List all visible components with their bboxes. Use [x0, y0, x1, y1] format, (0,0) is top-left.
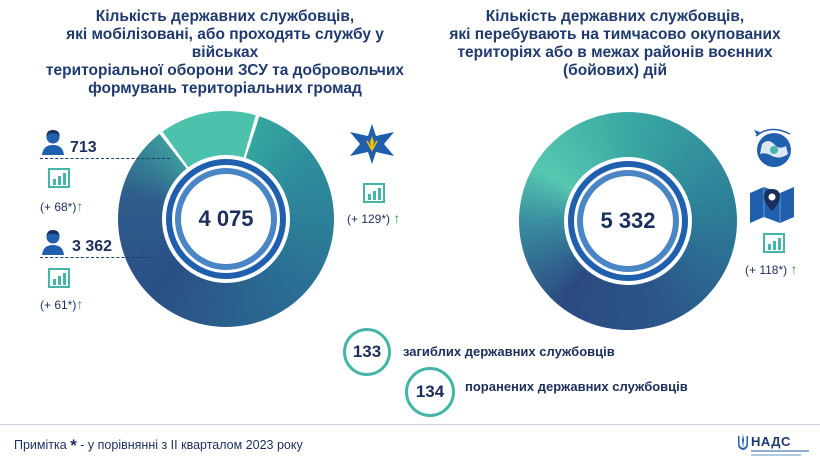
male-delta: (+ 61*)↑ [40, 296, 84, 312]
increase-arrow-icon: ↑ [790, 261, 798, 277]
footnote: Примітка * - у порівнянні з II кварталом… [14, 436, 303, 455]
left-title: Кількість державних службовців, які мобі… [45, 8, 405, 97]
occupied-donut: 5 332 [519, 112, 737, 330]
female-delta: (+ 68*)↑ [40, 198, 84, 214]
female-count: 713 [70, 139, 97, 156]
female-person-icon [40, 128, 66, 156]
footer-divider [0, 424, 820, 425]
mobilized-donut: 4 075 [118, 111, 334, 327]
wounded-label: поранених державних службовців [465, 379, 688, 394]
killed-count-badge: 133 [343, 328, 391, 376]
growth-chart-icon [48, 168, 70, 188]
increase-arrow-icon: ↑ [76, 198, 84, 214]
growth-chart-icon [363, 183, 385, 203]
killed-label: загиблих державних службовців [403, 344, 615, 359]
globe-plane-icon [748, 122, 798, 170]
growth-chart-icon [48, 268, 70, 288]
armed-forces-cross-icon [346, 122, 398, 166]
male-leader-line [40, 257, 150, 258]
trident-icon [738, 434, 748, 450]
map-pin-icon [748, 183, 796, 223]
female-leader-line [40, 158, 170, 159]
nads-logo: НАДС [737, 434, 811, 460]
occupied-total: 5 332 [583, 176, 673, 266]
increase-arrow-icon: ↑ [76, 296, 84, 312]
right-title: Кількість державних службовців, які пере… [449, 8, 781, 79]
wounded-count-badge: 134 [405, 367, 455, 417]
growth-chart-icon [763, 233, 785, 253]
increase-arrow-icon: ↑ [393, 210, 401, 226]
occupied-delta: (+ 118*) ↑ [745, 261, 798, 277]
emblem-delta: (+ 129*) ↑ [347, 210, 401, 226]
male-count: 3 362 [72, 238, 113, 255]
male-person-icon [40, 228, 66, 256]
mobilized-total: 4 075 [181, 174, 271, 264]
